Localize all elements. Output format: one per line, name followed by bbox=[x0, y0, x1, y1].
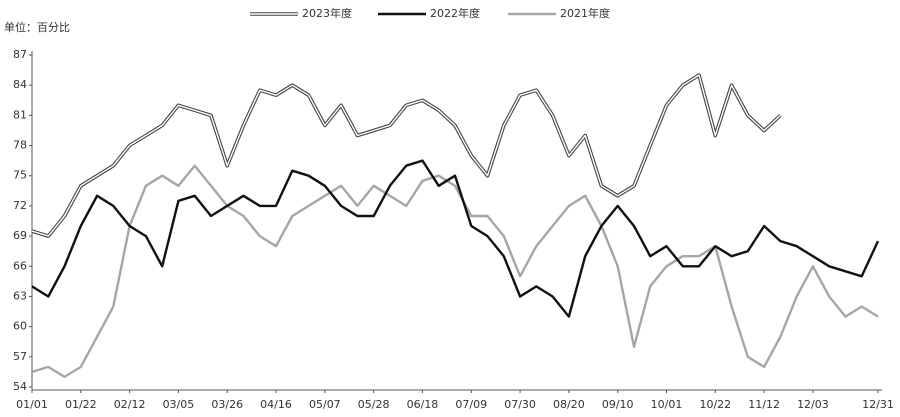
y-tick-label: 54 bbox=[13, 380, 27, 393]
x-tick-label: 07/09 bbox=[455, 398, 487, 411]
line bbox=[31, 159, 880, 318]
legend-label: 2023年度 bbox=[302, 6, 352, 20]
x-tick-label: 08/20 bbox=[553, 398, 585, 411]
x-tick-label: 11/12 bbox=[748, 398, 780, 411]
y-tick-label: 81 bbox=[13, 108, 27, 121]
x-tick-label: 05/28 bbox=[358, 398, 390, 411]
x-tick-label: 04/16 bbox=[260, 398, 292, 411]
y-tick-label: 66 bbox=[13, 259, 27, 272]
x-tick-label: 12/03 bbox=[797, 398, 829, 411]
y-axis-label: 单位：百分比 bbox=[4, 20, 70, 34]
x-tick-label: 05/07 bbox=[309, 398, 341, 411]
x-tick-label: 01/01 bbox=[16, 398, 48, 411]
x-tick-label: 10/01 bbox=[651, 398, 683, 411]
legend-label: 2021年度 bbox=[560, 6, 610, 20]
y-tick-label: 75 bbox=[13, 169, 27, 182]
line bbox=[31, 164, 879, 379]
y-tick-label: 63 bbox=[13, 289, 27, 302]
x-tick-label: 03/05 bbox=[163, 398, 195, 411]
y-tick-label: 60 bbox=[13, 320, 27, 333]
legend: 2023年度 2022年度 2021年度 bbox=[250, 6, 610, 20]
x-tick-label: 07/30 bbox=[504, 398, 536, 411]
y-tick-label: 72 bbox=[13, 199, 27, 212]
x-tick-label: 10/22 bbox=[699, 398, 731, 411]
y-tick-label: 57 bbox=[13, 350, 27, 363]
x-tick-label: 06/18 bbox=[407, 398, 439, 411]
x-tick-label: 12/31 bbox=[862, 398, 894, 411]
x-tick-label: 02/12 bbox=[114, 398, 146, 411]
y-tick-label: 69 bbox=[13, 229, 27, 242]
x-tick-label: 03/26 bbox=[211, 398, 243, 411]
y-tick-label: 78 bbox=[13, 139, 27, 152]
line bbox=[31, 73, 782, 238]
legend-label: 2022年度 bbox=[430, 6, 480, 20]
x-tick-label: 09/10 bbox=[602, 398, 634, 411]
line-inner bbox=[31, 74, 781, 237]
y-tick-label: 84 bbox=[13, 78, 27, 91]
x-tick-label: 01/22 bbox=[65, 398, 97, 411]
y-tick-label: 87 bbox=[13, 48, 27, 61]
